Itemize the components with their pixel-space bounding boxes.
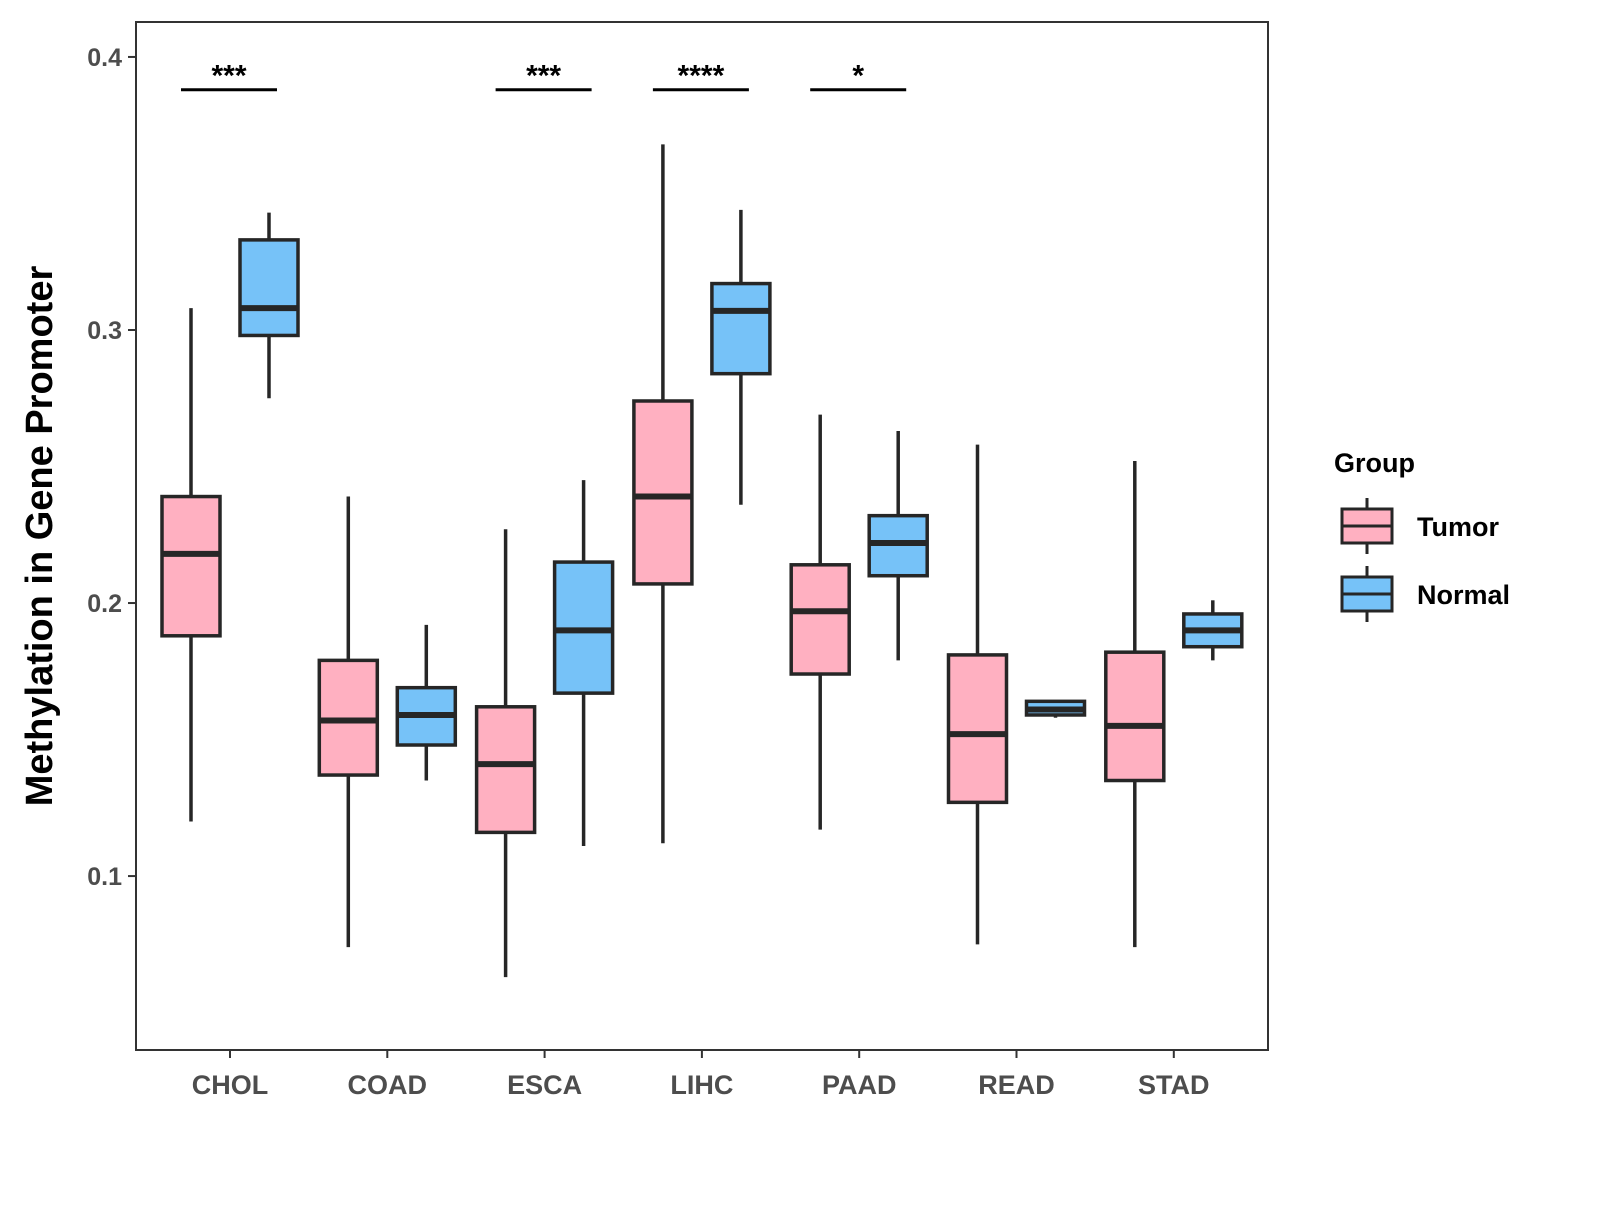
box-iqr — [710, 281, 772, 376]
box-iqr — [238, 238, 300, 338]
significance-label: **** — [678, 60, 725, 93]
significance-label: *** — [526, 60, 561, 93]
box-stad-normal — [1182, 600, 1244, 661]
legend-item-normal: Normal — [1340, 566, 1510, 622]
x-tick-label: READ — [978, 1070, 1055, 1100]
box-chol-tumor — [160, 308, 222, 822]
box-stad-tumor — [1104, 461, 1166, 948]
box-iqr — [632, 399, 694, 586]
x-tick-label: COAD — [348, 1070, 428, 1100]
y-tick-label: 0.2 — [87, 590, 122, 618]
legend-title: Group — [1334, 448, 1415, 478]
y-tick-label: 0.4 — [87, 44, 122, 72]
y-tick-label: 0.3 — [87, 317, 122, 345]
legend-item-tumor: Tumor — [1340, 498, 1499, 554]
box-iqr — [946, 653, 1009, 805]
box-coad-normal — [395, 624, 458, 781]
box-iqr — [789, 563, 851, 676]
x-tick-label: ESCA — [507, 1070, 582, 1100]
box-iqr — [1104, 650, 1166, 783]
significance-label: * — [852, 60, 864, 93]
box-iqr — [160, 494, 222, 638]
legend-label: Tumor — [1417, 512, 1499, 542]
box-iqr — [474, 705, 537, 835]
x-tick-label: PAAD — [822, 1070, 897, 1100]
box-esca-normal — [552, 480, 615, 847]
legend: Group Tumor Normal — [1334, 448, 1510, 622]
significance-label: *** — [211, 60, 246, 93]
plot-panel-border — [135, 21, 1269, 1051]
box-paad-normal — [867, 431, 929, 661]
y-tick-label: 0.1 — [87, 863, 122, 891]
x-tick-label: LIHC — [670, 1070, 733, 1100]
box-read-tumor — [946, 444, 1009, 945]
box-coad-tumor — [317, 496, 380, 948]
y-axis-label: Methylation in Gene Promoter — [19, 266, 61, 807]
box-chol-normal — [238, 212, 300, 399]
box-lihc-normal — [710, 209, 772, 505]
box-read-normal — [1024, 699, 1087, 718]
x-tick-label: STAD — [1138, 1070, 1210, 1100]
box-esca-tumor — [474, 529, 537, 978]
legend-label: Normal — [1417, 580, 1510, 610]
box-lihc-tumor — [632, 144, 694, 844]
x-tick-label: CHOL — [192, 1070, 269, 1100]
box-paad-tumor — [789, 414, 851, 830]
